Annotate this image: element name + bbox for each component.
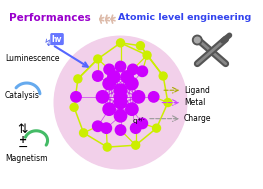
Circle shape xyxy=(136,42,144,50)
Circle shape xyxy=(54,36,187,169)
Circle shape xyxy=(130,123,141,133)
Circle shape xyxy=(103,103,115,115)
Circle shape xyxy=(121,71,133,83)
Text: Magnetism: Magnetism xyxy=(5,154,47,163)
Text: Catalysis: Catalysis xyxy=(5,91,40,100)
Circle shape xyxy=(96,91,109,103)
Circle shape xyxy=(70,103,78,111)
Circle shape xyxy=(115,61,126,72)
Circle shape xyxy=(80,129,88,137)
Circle shape xyxy=(93,71,103,81)
Circle shape xyxy=(153,124,160,132)
Circle shape xyxy=(194,37,200,43)
Circle shape xyxy=(193,35,202,45)
Circle shape xyxy=(115,125,126,135)
Circle shape xyxy=(164,99,172,107)
Text: ↯: ↯ xyxy=(43,38,52,48)
Circle shape xyxy=(74,75,82,83)
Circle shape xyxy=(114,84,127,96)
Text: Atomic level engineering: Atomic level engineering xyxy=(118,12,252,22)
Circle shape xyxy=(126,103,138,115)
Circle shape xyxy=(126,77,138,90)
Circle shape xyxy=(103,77,115,90)
Circle shape xyxy=(101,123,112,133)
Circle shape xyxy=(137,66,148,77)
Circle shape xyxy=(71,92,81,102)
Circle shape xyxy=(114,91,127,103)
Circle shape xyxy=(117,39,124,47)
Text: ⇅: ⇅ xyxy=(18,123,28,136)
Circle shape xyxy=(143,51,151,59)
Text: hv: hv xyxy=(52,35,62,44)
Text: +: + xyxy=(19,136,27,146)
Text: −: − xyxy=(18,141,28,154)
Text: Ligand: Ligand xyxy=(184,86,210,95)
Circle shape xyxy=(132,141,140,149)
Circle shape xyxy=(104,64,114,75)
Text: Charge: Charge xyxy=(184,114,211,123)
Circle shape xyxy=(114,96,127,109)
Circle shape xyxy=(108,71,120,83)
Circle shape xyxy=(93,121,103,132)
Text: q: q xyxy=(133,118,137,124)
Text: +/-: +/- xyxy=(137,116,145,121)
Circle shape xyxy=(159,72,167,80)
Circle shape xyxy=(94,55,102,63)
Text: Metal: Metal xyxy=(184,98,205,107)
Text: Luminescence: Luminescence xyxy=(5,53,59,63)
Circle shape xyxy=(137,118,148,129)
Circle shape xyxy=(132,91,145,103)
Circle shape xyxy=(103,143,111,151)
Circle shape xyxy=(149,92,159,102)
Circle shape xyxy=(114,110,127,122)
Circle shape xyxy=(128,64,138,75)
Text: Performances: Performances xyxy=(9,12,90,22)
